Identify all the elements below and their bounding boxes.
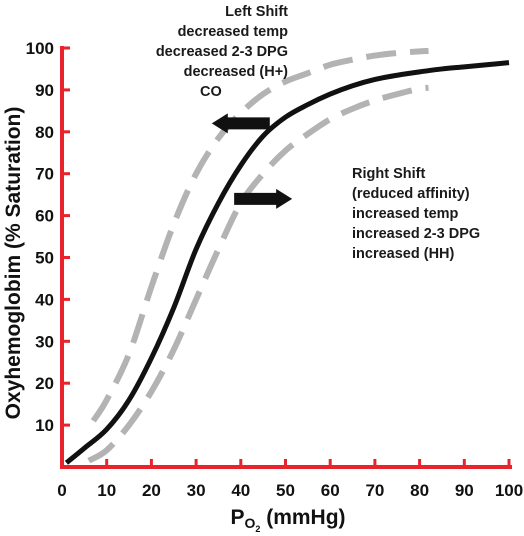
x-axis-label: PO2 (mmHg)	[230, 506, 345, 534]
x-tick-label: 100	[495, 481, 523, 500]
y-axis-label: Oxyhemoglobim (% Saturation)	[2, 107, 25, 420]
right-shift-annotation: Right Shift (reduced affinity) increased…	[352, 164, 480, 264]
x-tick-label: 80	[410, 481, 429, 500]
x-tick-label: 50	[276, 481, 295, 500]
x-tick-label: 70	[365, 481, 384, 500]
y-tick-label: 10	[35, 416, 54, 435]
x-tick-label: 20	[142, 481, 161, 500]
left-shift-line: decreased 2-3 DPG	[155, 44, 288, 60]
y-tick-label: 70	[35, 165, 54, 184]
right-shift-title: Right Shift	[352, 166, 426, 182]
x-axis-label-units: (mmHg)	[260, 506, 345, 529]
right-shift-arrow	[234, 188, 293, 209]
right-shift-line: increased temp	[352, 206, 459, 222]
dashed-curve	[90, 47, 429, 423]
right-shift-line: (reduced affinity)	[352, 186, 470, 202]
y-tick-label: 100	[26, 39, 54, 58]
left-shift-annotation: Left Shift decreased temp decreased 2-3 …	[156, 2, 288, 102]
left-shift-arrow	[211, 113, 270, 134]
curves-layer	[64, 47, 510, 465]
axes-layer: 0 10 20 30 40 50 60 70 80 90 100 10 20 30 40 50 60 70 80 90…	[26, 39, 524, 500]
left-shift-line: decreased (H+)	[183, 64, 288, 80]
y-tick-label: 40	[35, 290, 54, 309]
left-shift-line: CO	[200, 84, 222, 100]
arrows-layer	[211, 113, 293, 209]
x-tick-label: 0	[57, 481, 66, 500]
y-tick-label: 80	[35, 123, 54, 142]
x-axis-label-main: P	[230, 506, 244, 529]
solid-curve	[64, 60, 510, 465]
x-tick-label: 40	[231, 481, 250, 500]
left-shift-title: Left Shift	[225, 4, 288, 20]
y-tick-label: 20	[35, 374, 54, 393]
right-shift-line: increased (HH)	[352, 246, 455, 262]
y-tick-label: 90	[35, 81, 54, 100]
x-tick-label: 30	[187, 481, 206, 500]
x-axis-label-sub2: 2	[255, 524, 260, 534]
y-tick-label: 60	[35, 207, 54, 226]
x-axis-label-sub: O	[244, 515, 255, 531]
x-tick-label: 60	[321, 481, 340, 500]
x-tick-label: 90	[455, 481, 474, 500]
y-tick-label: 50	[35, 249, 54, 268]
left-shift-line: decreased temp	[177, 24, 288, 40]
right-shift-line: increased 2-3 DPG	[352, 226, 481, 242]
y-tick-label: 30	[35, 332, 54, 351]
x-tick-label: 10	[97, 481, 116, 500]
